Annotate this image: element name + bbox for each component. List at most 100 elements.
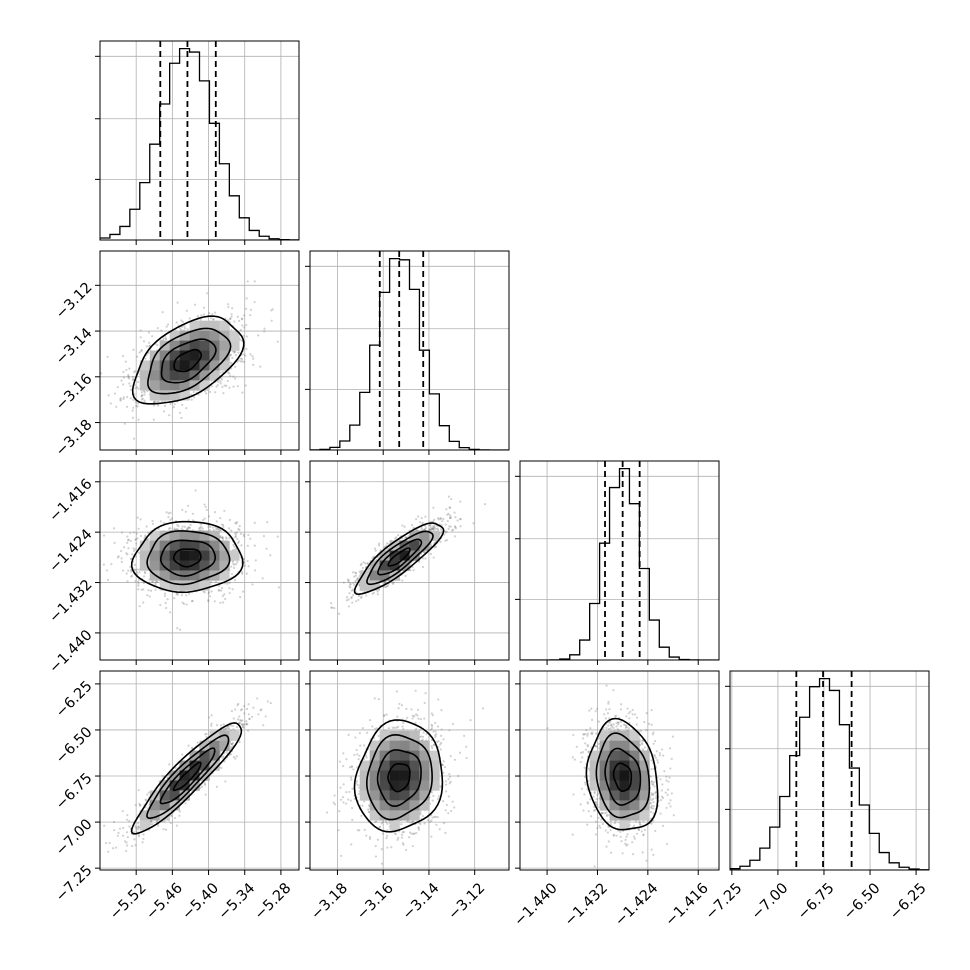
sample-point xyxy=(129,385,132,388)
sample-point xyxy=(146,538,149,541)
sample-point xyxy=(230,313,233,316)
contour-0 xyxy=(173,348,203,373)
sample-point xyxy=(134,803,137,807)
sample-point xyxy=(208,311,211,315)
sample-point xyxy=(246,723,249,726)
sample-point xyxy=(277,586,281,589)
sample-point xyxy=(403,525,406,528)
sample-point xyxy=(352,594,355,597)
sample-point xyxy=(202,313,206,316)
sample-point xyxy=(347,598,350,601)
sample-point xyxy=(116,556,120,559)
sample-point xyxy=(263,327,266,330)
sample-point xyxy=(238,528,241,532)
sample-point xyxy=(230,572,234,576)
sample-point xyxy=(235,531,239,534)
density-cell xyxy=(419,530,430,541)
sample-point xyxy=(117,555,120,558)
panel-1-0: −3.18−3.16−3.14−3.12 xyxy=(53,250,300,460)
panel-3-0: −7.25−7.00−6.75−6.50−6.25−5.52−5.46−5.40… xyxy=(53,670,300,923)
sample-point xyxy=(257,334,260,337)
sample-point xyxy=(190,398,193,401)
sample-point xyxy=(251,583,254,586)
sample-point xyxy=(246,559,249,563)
sample-point xyxy=(137,828,140,831)
sample-point xyxy=(253,544,256,547)
sample-point xyxy=(206,292,209,295)
sample-point xyxy=(220,586,224,590)
sample-point xyxy=(157,404,160,407)
sample-point xyxy=(245,307,248,311)
sample-point xyxy=(245,347,248,351)
sample-point xyxy=(371,557,374,560)
sample-point xyxy=(440,530,443,533)
density-cell xyxy=(179,350,190,361)
sample-point xyxy=(186,328,189,331)
density-cell xyxy=(159,380,170,391)
sample-point xyxy=(151,522,155,525)
density-cell xyxy=(169,580,180,591)
density-cell xyxy=(199,570,210,581)
sample-point xyxy=(232,543,235,547)
sample-point xyxy=(178,810,181,813)
sample-point xyxy=(347,579,350,582)
sample-point xyxy=(127,375,130,378)
sample-point xyxy=(436,527,439,530)
sample-point xyxy=(276,535,279,538)
sample-point xyxy=(226,582,229,585)
sample-point xyxy=(127,547,130,550)
sample-point xyxy=(141,394,144,397)
density-cell xyxy=(199,350,210,361)
sample-point xyxy=(459,518,462,521)
contour-2 xyxy=(147,327,232,395)
sample-point xyxy=(235,522,238,525)
sample-point xyxy=(219,517,222,520)
sample-point xyxy=(423,528,426,531)
density-cell xyxy=(189,320,200,331)
sample-point xyxy=(175,824,178,827)
sample-point xyxy=(135,568,139,571)
sample-point xyxy=(447,495,451,498)
sample-point xyxy=(113,392,117,395)
density-cell xyxy=(379,560,390,571)
sample-point xyxy=(176,301,179,304)
sample-point xyxy=(126,580,129,583)
sample-point xyxy=(130,575,133,578)
sample-point xyxy=(392,581,395,584)
sample-point xyxy=(241,719,244,722)
sample-point xyxy=(222,391,225,395)
sample-point xyxy=(121,383,125,386)
sample-point xyxy=(191,512,194,515)
sample-point xyxy=(240,339,243,342)
sample-point xyxy=(228,586,231,590)
sample-point xyxy=(175,528,179,531)
sample-point xyxy=(133,838,136,841)
sample-point xyxy=(446,519,449,523)
contour-2 xyxy=(366,530,434,586)
sample-point xyxy=(236,537,239,540)
sample-point xyxy=(126,535,129,538)
sample-point xyxy=(193,396,196,399)
sample-point xyxy=(234,532,237,535)
sample-point xyxy=(459,525,462,528)
sample-point xyxy=(219,371,222,374)
sample-point xyxy=(142,833,145,836)
sample-point xyxy=(207,591,211,594)
sample-point xyxy=(146,793,149,796)
sample-point xyxy=(137,833,140,836)
sample-point xyxy=(439,517,442,520)
density-cell xyxy=(189,570,200,581)
sample-point xyxy=(433,524,436,527)
density-cell xyxy=(189,550,200,561)
panel-frame xyxy=(99,40,300,241)
density-cell xyxy=(159,540,170,551)
sample-point xyxy=(126,541,129,544)
density-2-0 xyxy=(102,489,281,631)
density-cell xyxy=(359,570,370,581)
sample-point xyxy=(243,326,246,329)
density-cell xyxy=(169,350,180,361)
sample-point xyxy=(137,527,140,530)
sample-point xyxy=(177,525,180,528)
sample-point xyxy=(234,535,237,538)
sample-point xyxy=(338,612,341,615)
